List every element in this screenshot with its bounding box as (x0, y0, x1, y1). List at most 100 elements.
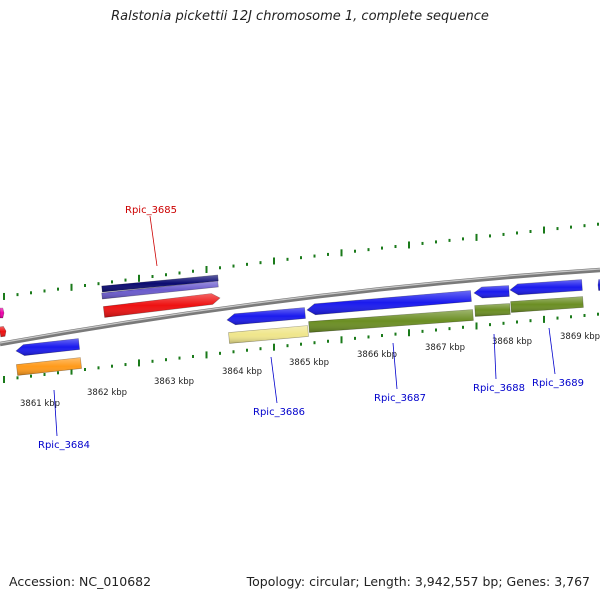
gene-leader-line (270, 356, 278, 404)
minor-tick (381, 334, 383, 338)
minor-tick (421, 329, 424, 333)
gene-bar-orange[interactable] (16, 357, 82, 376)
minor-tick (381, 246, 383, 250)
minor-tick (192, 354, 194, 358)
gene-bar-olive[interactable] (474, 303, 511, 317)
minor-tick (300, 342, 302, 346)
minor-tick (43, 289, 46, 293)
gene-bar-olive[interactable] (308, 309, 474, 333)
minor-tick (421, 241, 424, 245)
minor-tick (246, 348, 248, 352)
gene-arrow-partial[interactable] (0, 307, 5, 319)
minor-tick (57, 371, 59, 375)
map-title: Ralstonia pickettii 12J chromosome 1, co… (111, 9, 489, 24)
minor-tick (30, 374, 32, 378)
gene-arrow-rpic-3687[interactable] (306, 290, 472, 316)
topology-text: Topology: circular; Length: 3,942,557 bp… (246, 574, 590, 589)
major-tick (70, 283, 73, 291)
gene-leader-line (53, 389, 58, 437)
minor-tick (192, 269, 194, 273)
major-tick (3, 292, 5, 300)
minor-tick (219, 351, 221, 355)
minor-tick (489, 234, 491, 238)
minor-tick (151, 359, 154, 363)
major-tick (70, 367, 73, 375)
minor-tick (327, 252, 329, 256)
major-tick (408, 241, 410, 249)
minor-tick (570, 315, 572, 319)
minor-tick (30, 291, 32, 295)
minor-tick (367, 248, 370, 252)
minor-tick (529, 319, 532, 323)
minor-tick (435, 328, 437, 332)
gene-leader-line (392, 342, 398, 390)
minor-tick (246, 262, 248, 266)
gene-bar-navy[interactable] (101, 274, 219, 293)
major-tick (138, 274, 140, 282)
gene-arrow-rpic-3684[interactable] (15, 338, 80, 356)
gene-label-rpic-3684[interactable]: Rpic_3684 (38, 440, 90, 451)
gene-label-rpic-3688[interactable]: Rpic_3688 (473, 383, 525, 394)
minor-tick (462, 325, 464, 329)
major-tick (340, 336, 343, 344)
major-tick (543, 226, 545, 234)
accession-text: Accession: NC_010682 (9, 574, 152, 589)
chromosome-backbone-highlight (0, 268, 600, 344)
minor-tick (219, 266, 221, 270)
minor-tick (516, 231, 518, 235)
minor-tick (556, 227, 559, 231)
gene-bar-violet[interactable] (101, 280, 219, 300)
minor-tick (435, 240, 437, 244)
minor-tick (394, 245, 397, 249)
minor-tick (327, 339, 329, 343)
minor-tick (313, 254, 316, 258)
gene-bar-olive[interactable] (510, 296, 584, 313)
minor-tick (516, 320, 518, 324)
gene-arrow-rpic-3685[interactable] (103, 293, 221, 318)
minor-tick (259, 261, 262, 265)
minor-tick (165, 273, 167, 277)
chromosome-backbone (0, 267, 600, 347)
minor-tick (16, 376, 19, 380)
minor-tick (97, 282, 100, 286)
major-tick (475, 322, 478, 330)
minor-tick (502, 321, 505, 325)
minor-tick (529, 229, 532, 233)
major-tick (138, 359, 140, 367)
inner-scale-ruler (3, 312, 599, 384)
minor-tick (354, 336, 356, 340)
minor-tick (111, 280, 113, 284)
scale-label: 3861 kbp (20, 399, 60, 409)
outer-scale-ruler (3, 222, 599, 300)
gene-bar-khaki[interactable] (228, 325, 309, 344)
minor-tick (286, 257, 289, 261)
major-tick (475, 233, 478, 241)
minor-tick (502, 232, 505, 236)
gene-label-rpic-3686[interactable]: Rpic_3686 (253, 407, 305, 418)
gene-arrow-partial-red[interactable] (0, 326, 7, 338)
minor-tick (57, 287, 59, 291)
minor-tick (151, 275, 154, 279)
minor-tick (232, 350, 235, 354)
major-tick (408, 329, 410, 337)
gene-label-rpic-3687[interactable]: Rpic_3687 (374, 393, 426, 404)
minor-tick (259, 347, 262, 351)
minor-tick (489, 323, 491, 327)
minor-tick (43, 372, 46, 376)
minor-tick (232, 264, 235, 268)
gene-leader-line (493, 333, 497, 380)
minor-tick (286, 344, 289, 348)
minor-tick (394, 332, 397, 336)
scale-label: 3866 kbp (357, 350, 397, 360)
gene-arrow-rpic-3688[interactable] (473, 285, 510, 299)
gene-label-rpic-3685[interactable]: Rpic_3685 (125, 205, 177, 216)
minor-tick (367, 335, 370, 339)
gene-arrow-rpic-3689[interactable] (509, 279, 583, 296)
minor-tick (124, 278, 127, 282)
major-tick (273, 343, 275, 351)
major-tick (3, 376, 5, 384)
minor-tick (597, 312, 599, 316)
gene-label-rpic-3689[interactable]: Rpic_3689 (532, 378, 584, 389)
scale-label: 3869 kbp (560, 332, 600, 342)
gene-arrow-rpic-3686[interactable] (226, 307, 306, 326)
